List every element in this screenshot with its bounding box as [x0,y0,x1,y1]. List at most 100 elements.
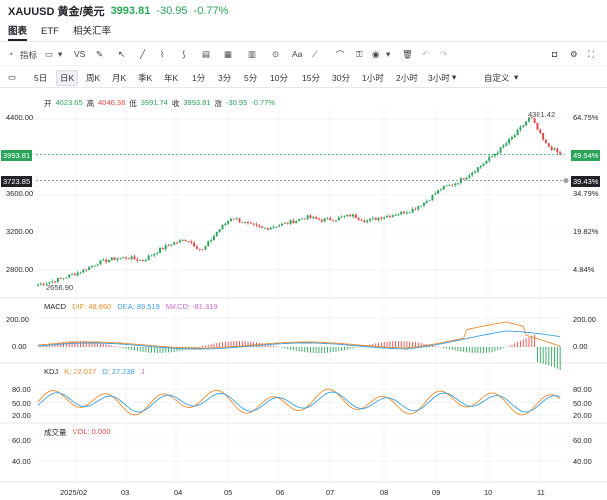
candle-body [369,218,372,221]
candle-body [434,193,437,195]
open-label: 开 [44,99,52,108]
candle-body [377,217,380,220]
timeframe-month[interactable]: 月K [112,73,127,83]
timeframe-custom[interactable]: 自定义 [484,73,510,83]
candle-body [459,178,462,184]
candle-body [218,229,221,232]
timeframe-1h[interactable]: 1小时 [362,73,384,83]
timeframe-quarter[interactable]: 季K [138,73,153,83]
volume-value: VOL: 0.000 [72,427,111,436]
timeframe-day[interactable]: 日K [56,70,79,86]
kdj-k-line [37,388,561,416]
candle-body [56,278,59,283]
text-tool-button[interactable]: Aa [292,49,303,59]
timeframe-3m[interactable]: 3分 [218,73,232,83]
vs-button[interactable]: VS [74,49,86,59]
channel-tool-icon[interactable]: ▤ [202,49,211,59]
settings-icon[interactable]: ⚙ [570,49,578,59]
candle-body [508,138,511,144]
candle-body [159,248,162,253]
candle-body [471,172,474,176]
tab-related-fx[interactable]: 相关汇率 [72,26,111,37]
candle-body [510,137,513,139]
timeframe-15m[interactable]: 15分 [302,73,320,83]
line-tool-icon[interactable]: ╱ [140,49,146,59]
candle-body [337,217,340,221]
compare-icon[interactable]: ▭ [45,49,54,59]
candle-body [195,246,198,249]
delete-icon[interactable]: 🗑 [402,49,413,59]
candle-body [122,257,125,258]
timeframe-dropdown-icon[interactable]: ▾ [452,72,457,82]
cursor-icon[interactable]: ↖ [118,49,126,59]
timeframe-10m[interactable]: 10分 [270,73,288,83]
candle-body [249,222,252,224]
candle-body [37,284,39,286]
candle-body [519,126,522,130]
kdj-tick: 50.00 [12,399,31,408]
path-tool-icon[interactable]: ⟆ [182,49,186,59]
candle-body [544,139,547,144]
candle-body [465,177,468,180]
candle-body [139,260,142,261]
macd-tick: 0.00 [12,342,27,351]
table-tool-icon[interactable]: ▦ [224,49,233,59]
open-value: 4023.65 [55,98,83,107]
candle-body [431,194,434,201]
timeframe-30m[interactable]: 30分 [332,73,350,83]
candle-body [479,165,482,168]
indicators-button[interactable]: 指标 [20,50,38,60]
candle-body [397,214,400,216]
candle-body [547,143,550,147]
candle-body [326,218,329,219]
candle-body [264,227,267,229]
candle-body [380,217,383,219]
timeframe-3h[interactable]: 3小时 [428,73,450,83]
kdj-j: J [140,367,145,376]
brush-icon[interactable]: ✎ [96,49,104,59]
candle-body [227,220,230,224]
candle-body [303,218,306,220]
timeframe-2h[interactable]: 2小时 [396,73,418,83]
candle-body [457,183,459,184]
macd-dea: DEA: 89.519 [117,302,160,311]
eye-icon[interactable]: ◉ [372,49,380,59]
candlestick-chart[interactable] [0,90,607,500]
indicators-icon[interactable]: ◔ [8,49,14,59]
tab-etf[interactable]: ETF [41,26,59,37]
candle-body [130,256,133,259]
tab-chart[interactable]: 图表 [8,22,28,41]
lock-icon[interactable]: ⚿ [356,49,363,59]
x-tick: 03 [121,488,130,497]
x-tick: 11 [537,488,545,497]
minute-chart-icon[interactable]: ▭ [8,72,17,82]
camera-icon[interactable]: ◘ [552,49,558,59]
timeframe-5d[interactable]: 5日 [34,73,48,83]
candle-body [516,129,519,136]
candle-body [383,217,386,219]
compare-dropdown-icon[interactable]: ▾ [58,49,63,59]
candle-body [204,246,207,250]
candle-body [102,259,105,261]
redo-icon[interactable]: ↷ [440,49,448,59]
timeframe-week[interactable]: 周K [86,73,101,83]
timeframe-year[interactable]: 年K [164,73,179,83]
fullscreen-icon[interactable]: ⛶ [588,49,594,59]
timeframe-1m[interactable]: 1分 [192,73,206,83]
pattern-tool-icon[interactable]: ⟋ [312,49,318,59]
candle-body [499,147,502,153]
tab-bar: 图表 ETF 相关汇率 [0,22,607,42]
magnet-tool-icon[interactable]: ⌒ [336,50,345,60]
price-tick: 2800.00 [6,265,34,274]
fib-tool-icon[interactable]: ⌇ [160,49,165,59]
candle-body [428,200,431,202]
undo-icon[interactable]: ↶ [422,49,430,59]
candle-body [340,216,343,218]
measure-tool-icon[interactable]: ▥ [248,49,257,59]
shape-tool-icon[interactable]: ⊙ [272,49,280,59]
candle-body [542,133,545,140]
candle-body [295,220,298,224]
visibility-dropdown-icon[interactable]: ▾ [386,49,391,59]
timeframe-5m[interactable]: 5分 [244,73,258,83]
custom-dropdown-icon[interactable]: ▾ [514,72,519,82]
